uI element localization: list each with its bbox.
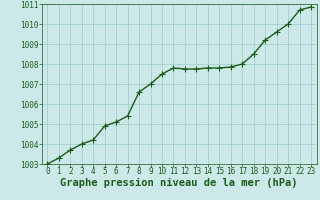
X-axis label: Graphe pression niveau de la mer (hPa): Graphe pression niveau de la mer (hPa) (60, 178, 298, 188)
